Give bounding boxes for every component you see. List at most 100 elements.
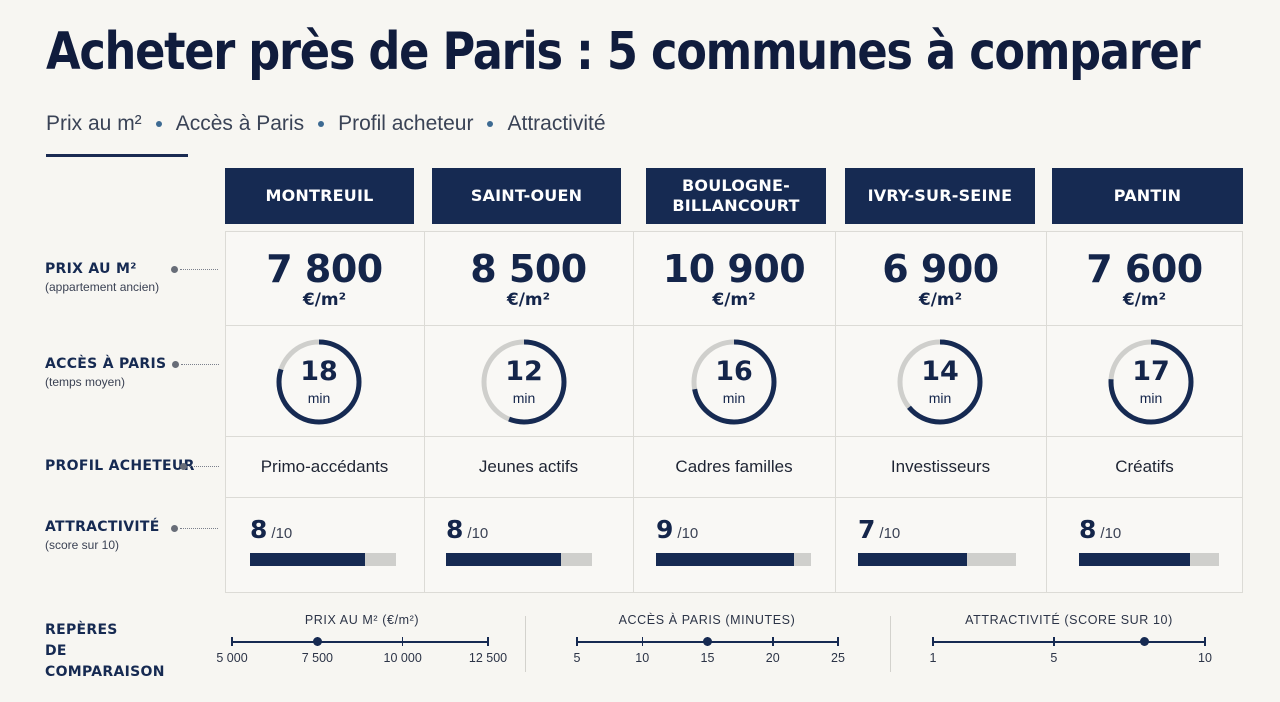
- access-unit: min: [928, 390, 952, 406]
- score-suffix: /10: [879, 525, 901, 542]
- access-ring-boulogne: 16 min: [690, 338, 778, 426]
- connector-dot-icon: [171, 266, 178, 273]
- bullet-dot-icon: [318, 121, 325, 127]
- access-ring-saint-ouen: 12 min: [480, 338, 568, 426]
- price-value: 8 500: [470, 247, 587, 291]
- scale-tick: [837, 637, 839, 646]
- connector-line: [189, 466, 219, 467]
- access-unit: min: [512, 390, 536, 406]
- scale-tick-label: 5 000: [216, 651, 248, 665]
- grid-divider: [835, 231, 836, 593]
- score-suffix: /10: [467, 525, 489, 542]
- scale-tick-label: 7 500: [301, 651, 333, 665]
- row-label-price-note: (appartement ancien): [45, 280, 160, 294]
- scale-marker: [312, 637, 322, 646]
- score-bar-fill: [250, 553, 366, 566]
- row-label-access-note: (temps moyen): [45, 375, 126, 389]
- ring-gauge: [481, 339, 567, 425]
- scale-tick: [641, 637, 643, 646]
- row-label-attractiveness: ATTRACTIVITÉ (score sur 10): [45, 519, 160, 552]
- price-cell-saint-ouen: 8 500 €/m²: [424, 248, 633, 310]
- comparison-grid: [225, 231, 1243, 593]
- profile-ivry: Investisseurs: [890, 457, 991, 476]
- row-label-price: PRIX AU M² (appartement ancien): [45, 261, 159, 294]
- scale-axis-price: [232, 641, 488, 643]
- connector-line: [180, 528, 218, 529]
- access-ring-montreuil: 18 min: [275, 338, 363, 426]
- access-unit: min: [307, 390, 331, 406]
- score-bar-fill: [858, 553, 968, 566]
- grid-divider: [424, 231, 425, 593]
- scale-tick-label: 10: [1198, 651, 1212, 665]
- scale-tick-label: 5: [1050, 651, 1058, 665]
- access-unit: min: [1139, 390, 1163, 406]
- scale-title-attractiveness: ATTRACTIVITÉ (SCORE SUR 10): [965, 613, 1173, 627]
- price-value: 6 900: [882, 247, 999, 291]
- bullet-dot-icon: [155, 121, 162, 127]
- access-minutes: 12: [505, 356, 543, 387]
- row-label-profile-title: PROFIL ACHETEUR: [45, 458, 195, 474]
- criterion-access: Accès à Paris: [175, 112, 305, 135]
- price-unit: €/m²: [712, 290, 756, 310]
- score-pantin: 8/10: [1079, 515, 1121, 544]
- page-title: Acheter près de Paris : 5 communes à com…: [46, 22, 1201, 82]
- price-cell-pantin: 7 600 €/m²: [1046, 248, 1243, 310]
- score-ivry: 7/10: [858, 515, 900, 544]
- scale-tick: [401, 637, 404, 646]
- bullet-dot-icon: [487, 121, 494, 127]
- city-header-pantin: PANTIN: [1052, 168, 1243, 224]
- row-label-profile: PROFIL ACHETEUR: [45, 458, 195, 474]
- row-label-attractiveness-title: ATTRACTIVITÉ: [45, 519, 160, 535]
- connector-dot-icon: [180, 463, 187, 470]
- access-ring-ivry: 14 min: [896, 338, 984, 426]
- price-value: 7 600: [1086, 247, 1203, 291]
- profile-saint-ouen: Jeunes actifs: [478, 457, 579, 476]
- grid-divider: [1046, 231, 1047, 593]
- access-ring-pantin: 17 min: [1107, 338, 1195, 426]
- scale-tick: [576, 637, 578, 646]
- score-value: 9: [656, 515, 674, 544]
- score-bar-saint-ouen: [446, 553, 592, 566]
- scale-tick: [1053, 637, 1055, 646]
- scale-tick: [932, 637, 934, 646]
- connector-dot-icon: [171, 525, 178, 532]
- scale-tick-label: 5: [573, 651, 581, 665]
- grid-divider: [225, 497, 1243, 498]
- scale-axis-attractiveness: [933, 641, 1205, 643]
- row-label-access: ACCÈS À PARIS (temps moyen): [45, 356, 166, 389]
- scale-tick-label: 10: [635, 651, 650, 665]
- scale-tick: [487, 637, 489, 646]
- ring-gauge: [1108, 339, 1194, 425]
- scale-tick-label: 12 500: [468, 651, 508, 665]
- subtitle-criteria: Prix au m² Accès à Paris Profil acheteur…: [46, 112, 606, 136]
- row-label-attractiveness-note: (score sur 10): [45, 538, 120, 552]
- connector-line: [181, 364, 219, 365]
- scale-tick: [772, 637, 774, 646]
- scale-title-access: ACCÈS À PARIS (MINUTES): [618, 613, 796, 627]
- city-header-saint-ouen: SAINT-OUEN: [432, 168, 621, 224]
- grid-divider: [633, 231, 634, 593]
- grid-divider: [225, 436, 1243, 437]
- score-bar-ivry: [858, 553, 1016, 566]
- score-bar-pantin: [1079, 553, 1219, 566]
- city-header-ivry: IVRY-SUR-SEINE: [845, 168, 1035, 224]
- price-cell-ivry: 6 900 €/m²: [835, 248, 1046, 310]
- score-bar-fill: [1079, 553, 1190, 566]
- scale-title-price: PRIX AU M² (€/m²): [304, 613, 420, 627]
- access-minutes: 16: [715, 356, 753, 387]
- score-suffix: /10: [1100, 525, 1122, 542]
- title-underline: [46, 154, 188, 157]
- grid-divider: [225, 325, 1243, 326]
- scale-tick-label: 1: [929, 651, 937, 665]
- criterion-price: Prix au m²: [46, 112, 142, 135]
- city-header-boulogne-label: BOULOGNE- BILLANCOURT: [672, 176, 800, 215]
- score-bar-fill: [446, 553, 562, 566]
- row-label-price-title: PRIX AU M²: [45, 261, 137, 277]
- scale-tick-label: 25: [831, 651, 845, 665]
- row-label-access-title: ACCÈS À PARIS: [45, 356, 167, 372]
- price-unit: €/m²: [302, 290, 347, 310]
- scale-tick: [1204, 637, 1206, 646]
- ring-gauge: [691, 339, 777, 425]
- connector-dot-icon: [172, 361, 179, 368]
- scale-tick-label: 10 000: [383, 651, 422, 665]
